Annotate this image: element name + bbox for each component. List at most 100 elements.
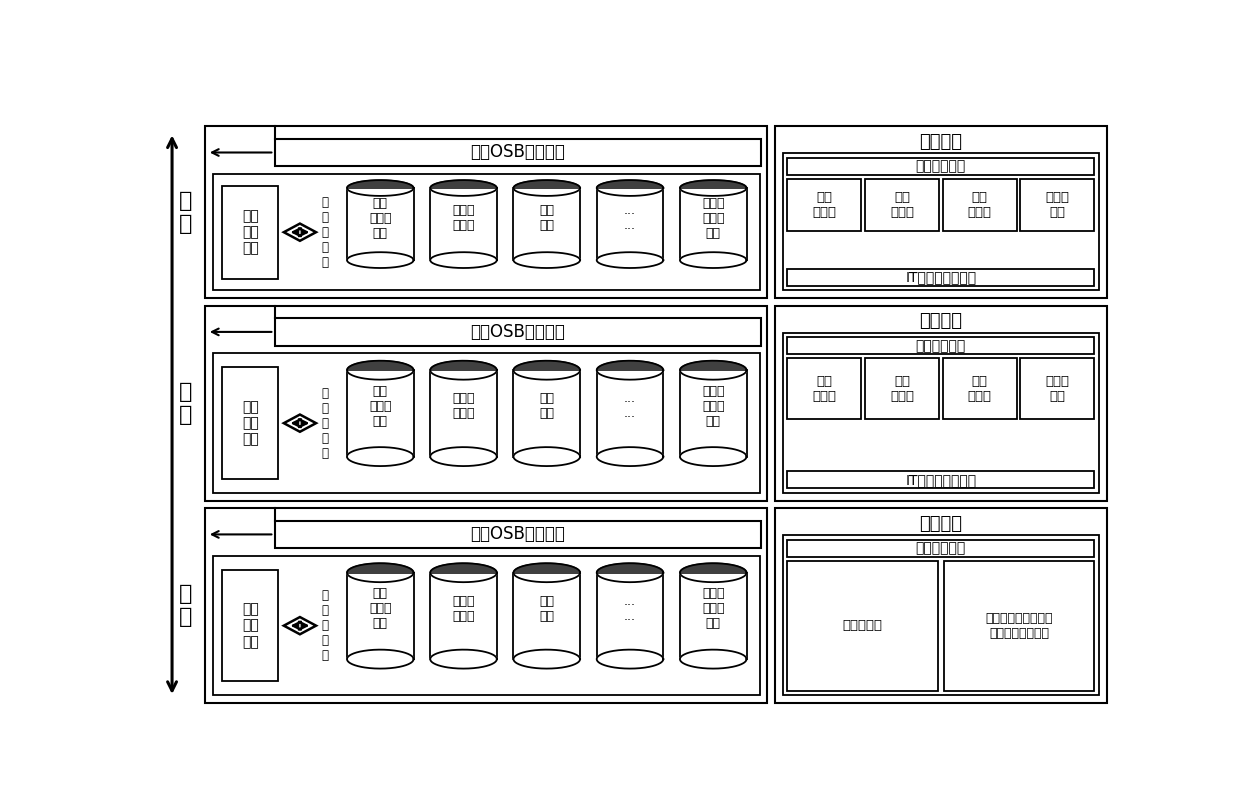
Polygon shape	[513, 361, 580, 370]
Polygon shape	[430, 564, 497, 582]
Polygon shape	[301, 623, 308, 628]
Bar	[213, 174, 759, 291]
Polygon shape	[301, 230, 308, 234]
Text: 系
统
数
据
据: 系 统 数 据 据	[321, 387, 329, 459]
Bar	[596, 572, 663, 659]
Bar	[213, 556, 759, 696]
Polygon shape	[596, 252, 663, 268]
Bar	[430, 188, 497, 260]
Bar	[222, 368, 278, 479]
Bar	[680, 572, 746, 659]
Text: 中调OSB服务总线: 中调OSB服务总线	[471, 323, 565, 341]
Polygon shape	[680, 650, 746, 669]
Text: 数据
整合层: 数据 整合层	[890, 375, 914, 403]
Text: 数据中心: 数据中心	[919, 312, 962, 330]
Bar	[596, 188, 663, 260]
Polygon shape	[301, 421, 308, 425]
Text: 系
统
数
据
据: 系 统 数 据 据	[321, 196, 329, 269]
Polygon shape	[347, 361, 414, 380]
Polygon shape	[513, 564, 580, 582]
Text: 电能
计量: 电能 计量	[539, 595, 554, 623]
Polygon shape	[284, 224, 316, 241]
Text: ...
...: ... ...	[624, 205, 636, 232]
Polygon shape	[680, 252, 746, 268]
Polygon shape	[430, 361, 497, 380]
Polygon shape	[596, 447, 663, 466]
Bar	[866, 358, 939, 419]
Text: 总
调: 总 调	[180, 190, 192, 234]
Text: 电能
计量: 电能 计量	[539, 392, 554, 420]
Bar	[944, 560, 1094, 691]
Bar	[782, 535, 1099, 696]
Text: ...
...: ... ...	[624, 595, 636, 623]
Text: 厂站
模型
数据: 厂站 模型 数据	[242, 400, 259, 447]
Polygon shape	[680, 180, 746, 196]
Bar	[206, 127, 768, 298]
Bar	[1021, 178, 1094, 231]
Text: 数据
整合层: 数据 整合层	[890, 191, 914, 219]
Bar	[513, 188, 580, 260]
Polygon shape	[430, 180, 497, 196]
Polygon shape	[596, 564, 663, 572]
Text: 调度
自动化
数据: 调度 自动化 数据	[370, 587, 392, 630]
Bar	[513, 572, 580, 659]
Polygon shape	[680, 361, 746, 370]
Polygon shape	[680, 564, 746, 582]
Bar	[787, 560, 937, 691]
Text: 调度
自动化
数据: 调度 自动化 数据	[370, 197, 392, 240]
Polygon shape	[513, 252, 580, 268]
Polygon shape	[430, 564, 497, 572]
Bar	[787, 540, 1094, 556]
Text: 继电保
护信息: 继电保 护信息	[453, 392, 475, 420]
Polygon shape	[596, 361, 663, 380]
Text: IT基础设施服务层: IT基础设施服务层	[905, 473, 976, 486]
Polygon shape	[347, 252, 414, 268]
Text: 数据中心: 数据中心	[919, 515, 962, 533]
Polygon shape	[347, 361, 414, 370]
Bar	[206, 306, 768, 501]
Polygon shape	[430, 361, 497, 370]
Bar	[430, 572, 497, 659]
Text: 数据
获取层: 数据 获取层	[812, 375, 836, 403]
Bar	[680, 370, 746, 457]
Text: 数据
存储层: 数据 存储层	[967, 375, 992, 403]
Text: 应用服
务层: 应用服 务层	[1045, 375, 1069, 403]
Bar	[206, 508, 768, 703]
Bar	[430, 370, 497, 457]
Bar	[513, 370, 580, 457]
Bar	[782, 333, 1099, 493]
Polygon shape	[347, 650, 414, 669]
Bar	[275, 521, 761, 548]
Polygon shape	[347, 564, 414, 582]
Text: 对象注册中心: 对象注册中心	[915, 541, 966, 556]
Text: ...
...: ... ...	[624, 392, 636, 420]
Bar	[787, 471, 1094, 488]
Text: 数据服务层（模型、
图形、运行数据）: 数据服务层（模型、 图形、运行数据）	[986, 611, 1053, 640]
Polygon shape	[430, 180, 497, 188]
Bar	[347, 188, 414, 260]
Text: 数据
存储层: 数据 存储层	[967, 191, 992, 219]
Polygon shape	[596, 361, 663, 370]
Polygon shape	[513, 447, 580, 466]
Polygon shape	[513, 361, 580, 380]
Text: 调度运
行管理
数据: 调度运 行管理 数据	[702, 197, 724, 240]
Text: 继电保
护信息: 继电保 护信息	[453, 205, 475, 232]
Text: IT基础设施服务层: IT基础设施服务层	[905, 270, 976, 284]
Bar	[787, 338, 1094, 354]
Bar	[222, 570, 278, 681]
Polygon shape	[596, 180, 663, 188]
Polygon shape	[680, 564, 746, 572]
Polygon shape	[513, 564, 580, 572]
Bar	[680, 188, 746, 260]
Bar	[1021, 358, 1094, 419]
Bar	[942, 178, 1017, 231]
Text: 地
调: 地 调	[180, 584, 192, 627]
Bar	[347, 370, 414, 457]
Bar	[782, 154, 1099, 291]
Polygon shape	[680, 180, 746, 188]
Polygon shape	[284, 617, 316, 634]
Polygon shape	[513, 650, 580, 669]
Polygon shape	[680, 447, 746, 466]
Polygon shape	[430, 650, 497, 669]
Text: 电能
计量: 电能 计量	[539, 205, 554, 232]
